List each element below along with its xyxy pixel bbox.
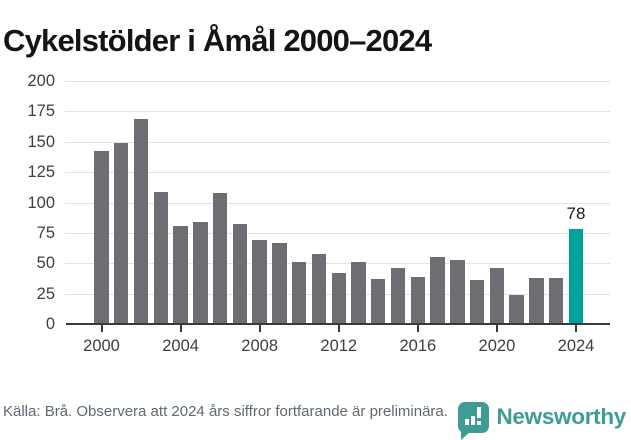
chart-title: Cykelstölder i Åmål 2000–2024 bbox=[3, 22, 432, 58]
x-axis-line bbox=[66, 322, 610, 325]
bar-chart: 0 25 50 75 100 125 150 175 200 2000 2004 2008 2012 20… bbox=[27, 72, 610, 355]
bar-2022 bbox=[529, 277, 544, 324]
gridline-150 bbox=[65, 141, 610, 143]
y-axis-tick-label: 50 bbox=[36, 254, 55, 273]
x-axis-tick bbox=[416, 325, 419, 332]
bar-2007 bbox=[232, 224, 248, 324]
bar-2010 bbox=[292, 262, 307, 324]
y-axis-tick-label: 125 bbox=[27, 163, 55, 182]
gridline-75 bbox=[65, 232, 610, 234]
bar-2005 bbox=[193, 221, 208, 324]
bar-2008 bbox=[252, 240, 267, 324]
bar-2000 bbox=[94, 151, 109, 324]
source-note: Källa: Brå. Observera att 2024 års siffr… bbox=[3, 403, 448, 420]
gridline-175 bbox=[65, 111, 610, 113]
bar-2009 bbox=[272, 242, 287, 324]
bar-2001 bbox=[114, 142, 129, 324]
bar-2003 bbox=[153, 191, 168, 324]
exclamation-bar-icon bbox=[477, 406, 482, 418]
y-axis-tick-label: 150 bbox=[27, 132, 55, 151]
bar-2006 bbox=[212, 192, 228, 324]
gridline-50 bbox=[65, 263, 610, 265]
x-axis-tick bbox=[495, 325, 498, 332]
bar-2013 bbox=[351, 262, 366, 324]
y-axis-tick-label: 25 bbox=[36, 284, 55, 303]
highlight-value-label: 78 bbox=[566, 204, 586, 224]
bar-2012 bbox=[331, 272, 346, 324]
bar-2023 bbox=[549, 277, 564, 324]
x-axis-tick-label: 2000 bbox=[83, 337, 120, 355]
bar-2014 bbox=[371, 279, 386, 324]
x-axis-tick bbox=[337, 325, 340, 332]
y-axis-tick-label: 75 bbox=[36, 223, 55, 242]
x-axis-tick bbox=[100, 325, 103, 332]
bar-2021 bbox=[509, 294, 524, 324]
x-axis-tick-label: 2004 bbox=[162, 337, 199, 355]
bar-2002 bbox=[133, 118, 149, 324]
bar-2017 bbox=[430, 257, 445, 324]
x-axis-tick-label: 2012 bbox=[320, 337, 358, 355]
gridline-200 bbox=[65, 81, 610, 82]
x-axis-tick-label: 2020 bbox=[478, 337, 516, 355]
newsworthy-bubble-chart-icon bbox=[458, 401, 490, 440]
speech-bubble-tail bbox=[461, 430, 472, 440]
bar-2020 bbox=[489, 268, 505, 324]
y-axis-tick-label: 200 bbox=[27, 72, 55, 90]
bar-2019 bbox=[469, 280, 485, 324]
newsworthy-logo: Newsworthy bbox=[458, 400, 626, 440]
y-axis-tick-label: 100 bbox=[27, 193, 55, 212]
bar-2011 bbox=[311, 253, 327, 324]
y-axis-tick-label: 175 bbox=[27, 102, 55, 121]
bar-2015 bbox=[390, 268, 406, 324]
bar-2018 bbox=[450, 259, 465, 324]
gridline-100 bbox=[65, 202, 610, 204]
x-axis-tick-label: 2024 bbox=[557, 337, 595, 355]
x-axis-tick bbox=[258, 325, 261, 332]
x-axis-tick bbox=[179, 325, 182, 332]
x-axis-tick-label: 2008 bbox=[241, 337, 279, 355]
x-axis-tick bbox=[575, 325, 577, 332]
bar-2016 bbox=[410, 276, 426, 324]
mini-bar-icon bbox=[471, 415, 476, 425]
exclamation-dot-icon bbox=[477, 420, 482, 425]
gridline-125 bbox=[65, 172, 610, 174]
bar-2024 bbox=[568, 229, 584, 324]
bar-2004 bbox=[173, 225, 188, 324]
y-axis-tick-label: 0 bbox=[45, 315, 55, 333]
x-axis-tick-label: 2016 bbox=[399, 337, 437, 355]
newsworthy-wordmark: Newsworthy bbox=[496, 404, 626, 429]
mini-bar-icon bbox=[465, 418, 470, 425]
